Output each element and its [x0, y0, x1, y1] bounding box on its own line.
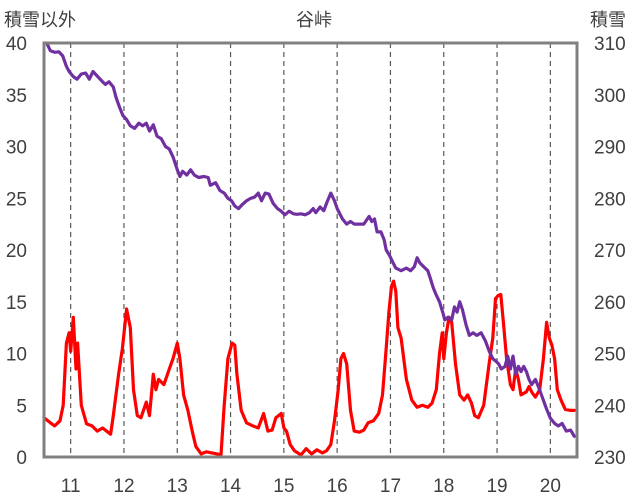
y-right-tick-label: 230: [594, 448, 626, 469]
x-tick-label: 20: [540, 476, 561, 497]
x-tick-label: 16: [327, 476, 348, 497]
x-tick-label: 18: [433, 476, 454, 497]
y-right-tick-label: 270: [594, 241, 626, 262]
x-tick-label: 19: [486, 476, 507, 497]
y-right-tick-label: 280: [594, 189, 626, 210]
x-tick-label: 14: [220, 476, 242, 497]
series-line-red: [42, 279, 576, 457]
y-right-tick-label: 250: [594, 345, 626, 366]
series-layer: [42, 41, 576, 457]
series-line-purple: [45, 41, 576, 438]
left-axis-label: 積雪以外: [4, 10, 76, 31]
y-left-tick-label: 35: [6, 86, 27, 107]
right-axis-label: 積雪: [590, 10, 626, 31]
chart-title: 谷峠: [296, 10, 332, 31]
y-left-tick-label: 30: [6, 138, 27, 159]
x-tick-label: 17: [380, 476, 401, 497]
x-tick-label: 12: [113, 476, 134, 497]
plot-frame: [42, 41, 579, 459]
y-right-tick-label: 310: [594, 34, 626, 55]
tick-labels: 11 12 13 14 15 16 17 18 19 20 0 5 10 15 20 25 30 35 40 230 2…: [6, 34, 626, 497]
y-left-tick-label: 0: [16, 448, 27, 469]
y-left-tick-label: 15: [6, 293, 27, 314]
grid-lines: [70, 43, 551, 457]
y-left-tick-label: 25: [6, 189, 27, 210]
y-right-tick-label: 240: [594, 396, 626, 417]
x-tick-label: 15: [273, 476, 294, 497]
x-tick-label: 13: [167, 476, 188, 497]
y-left-tick-label: 20: [6, 241, 27, 262]
x-tick-label: 11: [61, 476, 81, 497]
y-right-tick-label: 260: [594, 293, 626, 314]
y-right-tick-label: 290: [594, 138, 626, 159]
y-right-tick-label: 300: [594, 86, 626, 107]
y-left-tick-label: 5: [16, 396, 27, 417]
y-left-tick-label: 40: [6, 34, 27, 55]
y-left-tick-label: 10: [6, 345, 27, 366]
